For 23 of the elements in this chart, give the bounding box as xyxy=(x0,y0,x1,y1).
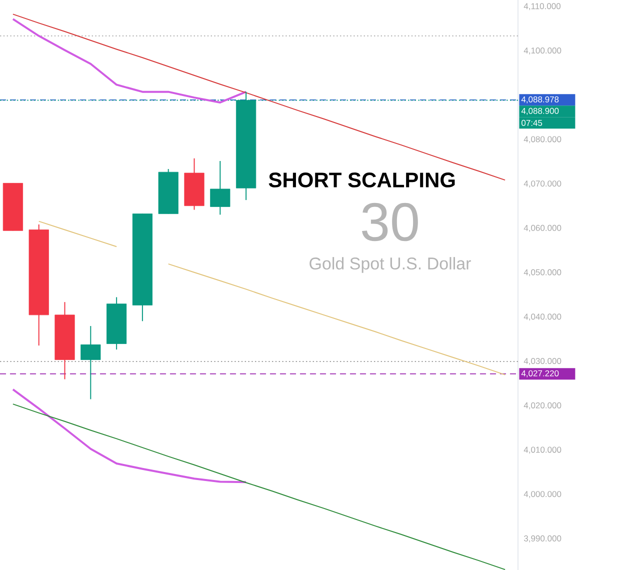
y-tick-label: 4,010.000 xyxy=(524,446,562,454)
y-tick-label: 4,080.000 xyxy=(524,136,562,144)
line-series xyxy=(12,388,248,484)
y-tick-label: 4,060.000 xyxy=(524,224,562,232)
y-tick-label: 4,030.000 xyxy=(524,358,562,366)
y-tick-label: 4,100.000 xyxy=(524,48,562,55)
y-tick-label: 3,990.000 xyxy=(524,535,562,542)
ref-line-label: 4,027.220 xyxy=(521,370,559,378)
y-tick-label: 4,040.000 xyxy=(524,314,562,321)
ref-line-label: 4,088.900 xyxy=(521,108,559,115)
y-tick-label: 4,020.000 xyxy=(524,402,562,410)
y-tick-label: 4,070.000 xyxy=(524,180,562,188)
text: Gold Spot U.S. Dollar xyxy=(310,257,471,273)
line-series xyxy=(12,18,248,104)
y-tick-label: 4,110.000 xyxy=(524,3,561,10)
annotation: SHORT SCALPING xyxy=(268,172,455,188)
text: 07:45 xyxy=(522,120,542,126)
y-tick-label: 4,050.000 xyxy=(524,269,562,276)
candlestick xyxy=(80,326,101,400)
candlestick xyxy=(210,160,230,216)
ref-line-label: 4,088.978 xyxy=(521,96,559,104)
y-tick-label: 4,000.000 xyxy=(524,491,562,498)
text: 30 xyxy=(362,202,418,242)
